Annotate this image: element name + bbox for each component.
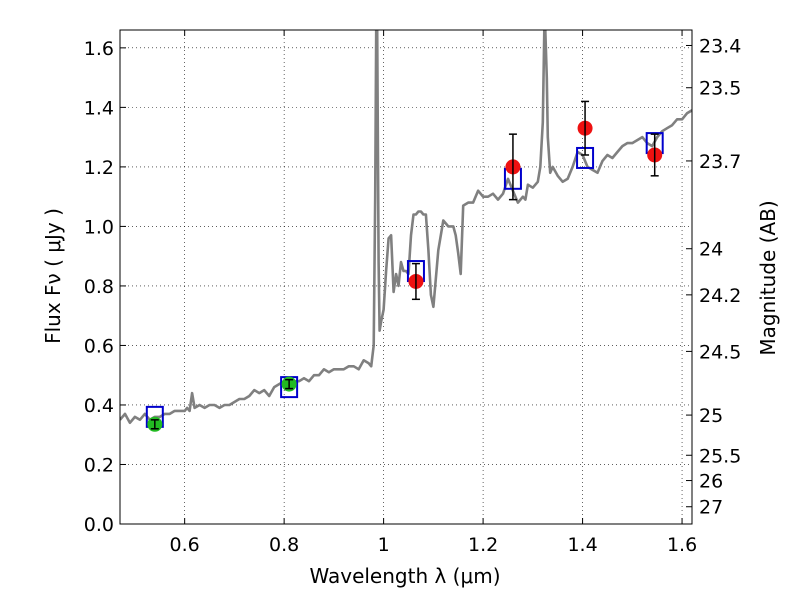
right-axis-label: Magnitude (AB) [756,200,780,355]
right-tick-label: 23.4 [699,35,741,57]
y-tick-label: 1.0 [84,216,114,238]
y-tick-label: 0.8 [84,276,114,298]
x-tick-label: 1.2 [468,534,498,556]
right-tick-label: 24.5 [699,341,741,363]
right-tick-label: 25 [699,405,723,427]
right-tick-label: 27 [699,497,723,519]
x-tick-label: 0.6 [170,534,200,556]
y-axis-label: Flux Fν ( μJy ) [41,208,65,344]
y-tick-label: 0.2 [84,454,114,476]
right-tick-label: 26 [699,471,723,493]
x-tick-label: 1 [378,534,390,556]
y-tick-label: 1.6 [84,38,114,60]
y-tick-label: 0.4 [84,395,114,417]
x-axis-label: Wavelength λ (μm) [309,564,500,588]
y-tick-label: 0.0 [84,514,114,536]
x-tick-label: 1.6 [667,534,697,556]
y-tick-label: 1.4 [84,97,114,119]
right-tick-label: 25.5 [699,445,741,467]
right-tick-label: 24 [699,239,723,261]
plot-frame [119,29,693,525]
y-tick-label: 0.6 [84,335,114,357]
plot-content [120,30,692,432]
x-tick-label: 1.4 [567,534,597,556]
right-tick-label: 23.7 [699,151,741,173]
x-tick-label: 0.8 [269,534,299,556]
right-tick-label: 24.2 [699,285,741,307]
right-tick-label: 23.5 [699,78,741,100]
axis-ticks: 0.6 0.8 1 1.2 1.4 1.6 0.0 0.2 0.4 0.6 0.8 1.0 1.2 1.4… [84,30,741,556]
y-tick-label: 1.2 [84,157,114,179]
